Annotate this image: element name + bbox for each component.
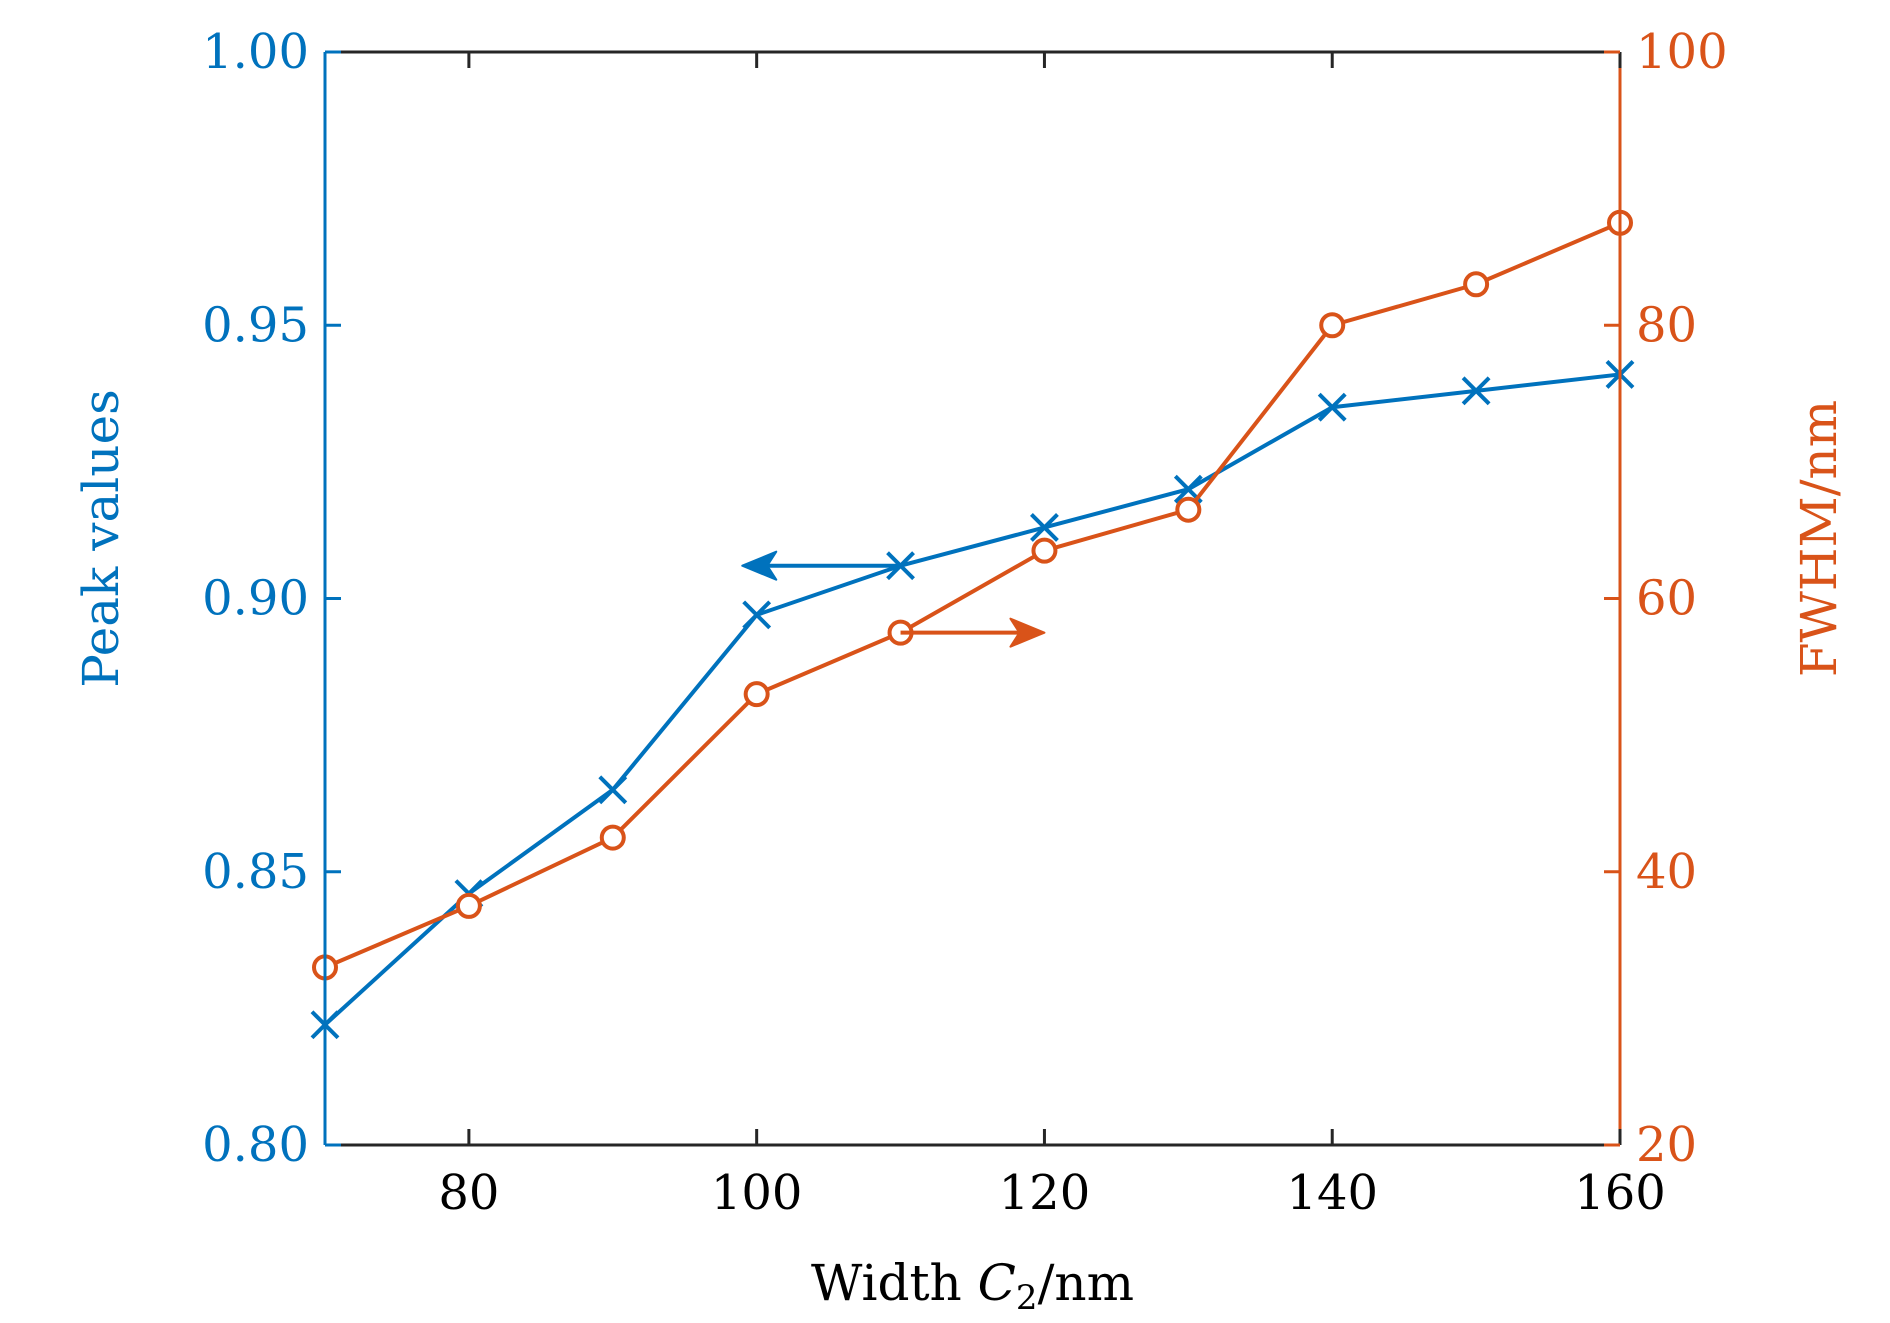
series-2-point-7 <box>1175 496 1202 523</box>
x-tick-label-3: 120 <box>999 1165 1091 1221</box>
series-1-point-3 <box>598 775 628 805</box>
y-left-tick-label-1: 0.80 <box>202 1117 309 1173</box>
x-tick-label-2: 100 <box>711 1165 803 1221</box>
x-axis-title-sub: 2 <box>1016 1278 1038 1318</box>
series-2-point-4 <box>743 681 770 708</box>
series-2-line <box>324 220 1621 970</box>
series-1-point-4 <box>742 600 772 630</box>
y-right-tick-label-4: 80 <box>1636 297 1697 353</box>
x-axis-title-suffix: /nm <box>1038 1254 1134 1312</box>
x-tick-label-4: 140 <box>1286 1165 1378 1221</box>
y-left-tick-label-2: 0.85 <box>202 844 309 900</box>
tick-labels: 80 100 120 140 160 0.80 0.85 0.90 0.95 1.00 20 40 60… <box>202 24 1728 1221</box>
arrow-1-head <box>741 550 778 581</box>
series-2-point-2 <box>455 892 482 919</box>
series-1-point-6 <box>1030 513 1059 542</box>
series-1-point-8 <box>1317 392 1347 422</box>
y-right-tick-label-2: 40 <box>1636 844 1697 900</box>
y-left-tick-label-3: 0.90 <box>202 571 309 627</box>
series-2-point-8 <box>1319 312 1346 339</box>
series-2-point-3 <box>599 824 626 851</box>
axes <box>323 50 1622 1147</box>
series-2-point-9 <box>1463 271 1490 298</box>
y-left-tick-label-4: 0.95 <box>202 297 309 353</box>
plot-area <box>310 209 1635 1040</box>
x-tick-label-1: 80 <box>438 1165 499 1221</box>
y-left-tick-label-5: 1.00 <box>202 24 309 80</box>
x-axis-title-var: C <box>978 1254 1016 1312</box>
y-axis-left-title: Peak values <box>72 389 130 688</box>
series-1-line <box>323 372 1621 1027</box>
y-right-tick-label-1: 20 <box>1636 1117 1697 1173</box>
y-right-tick-label-5: 100 <box>1636 24 1728 80</box>
y-right-tick-label-3: 60 <box>1636 571 1697 627</box>
series-1-point-5 <box>886 551 915 581</box>
series-2-point-6 <box>1031 537 1058 564</box>
x-axis-title: Width C2/nm <box>811 1254 1134 1318</box>
arrow-2-head <box>1009 617 1046 648</box>
x-tick-label-5: 160 <box>1574 1165 1666 1221</box>
y-axis-right-title: FWHM/nm <box>1790 400 1848 677</box>
series-1-point-9 <box>1461 376 1491 406</box>
x-axis-title-prefix: Width <box>811 1254 978 1312</box>
